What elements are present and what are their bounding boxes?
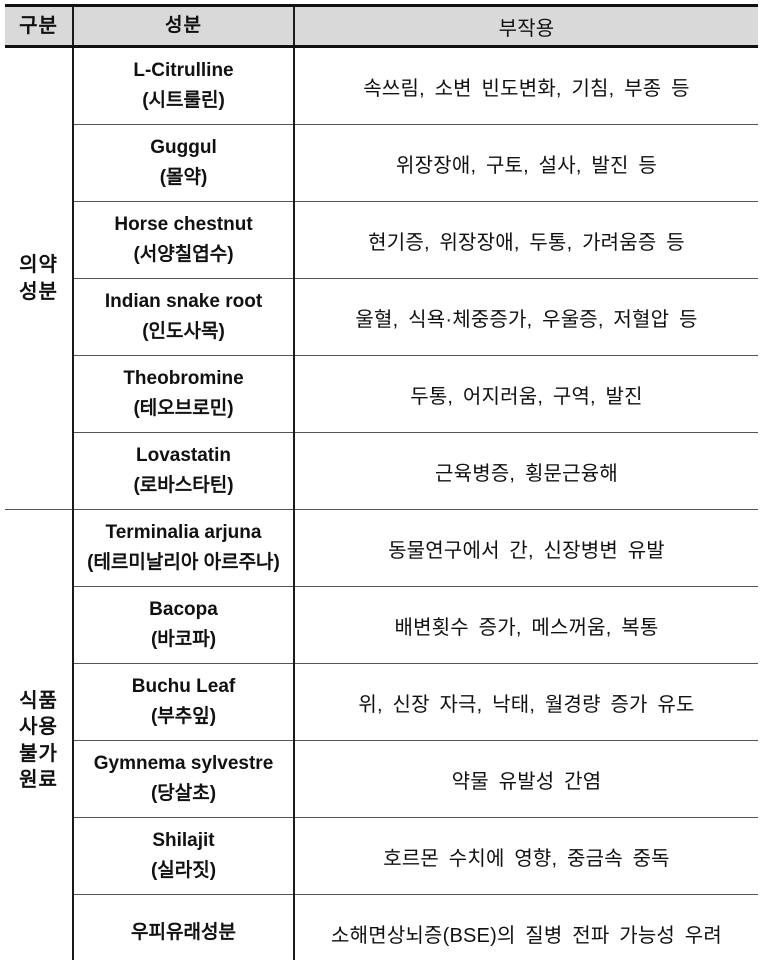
ingredient-cell: 우피유래성분 <box>72 894 295 960</box>
table-row: Horse chestnut (서양칠엽수) 현기증, 위장장애, 두통, 가려… <box>5 201 758 279</box>
side-effect-cell: 호르몬 수치에 영향, 중금속 중독 <box>294 817 758 895</box>
side-effect-cell: 두통, 어지러움, 구역, 발진 <box>294 355 758 433</box>
ingredient-cell: Shilajit (실라짓) <box>72 817 295 895</box>
table-row: Lovastatin (로바스타틴) 근육병증, 횡문근융해 <box>5 432 758 510</box>
table-row: Gymnema sylvestre (당살초) 약물 유발성 간염 <box>5 740 758 818</box>
side-effect-cell: 약물 유발성 간염 <box>294 740 758 818</box>
table-row: Bacopa (바코파) 배변횟수 증가, 메스꺼움, 복통 <box>5 586 758 664</box>
ingredient-cell: Lovastatin (로바스타틴) <box>72 432 295 510</box>
ingredient-cell: L-Citrulline (시트룰린) <box>72 46 295 125</box>
ingredient-cell: Buchu Leaf (부추잎) <box>72 663 295 741</box>
header-cell-category: 구분 <box>5 5 74 48</box>
table-row: Buchu Leaf (부추잎) 위, 신장 자극, 낙태, 월경량 증가 유도 <box>5 663 758 741</box>
ingredient-cell: Guggul (몰약) <box>72 124 295 202</box>
table-row: Theobromine (테오브로민) 두통, 어지러움, 구역, 발진 <box>5 355 758 433</box>
group-cell-food-prohibited: 식품 사용 불가 원료 <box>5 509 74 960</box>
side-effect-cell: 근육병증, 횡문근융해 <box>294 432 758 510</box>
header-cell-side-effect: 부작용 <box>294 5 758 48</box>
header-row: 구분 성분 부작용 <box>5 5 758 48</box>
table-row: 식품 사용 불가 원료 Terminalia arjuna (테르미날리아 아르… <box>5 509 758 960</box>
side-effect-cell: 소해면상뇌증(BSE)의 질병 전파 가능성 우려 <box>294 894 758 960</box>
group-cell-medicinal: 의약 성분 <box>5 46 74 510</box>
side-effect-cell: 속쓰림, 소변 빈도변화, 기침, 부종 등 <box>363 77 690 100</box>
ingredient-cell: Terminalia arjuna (테르미날리아 아르주나) <box>72 509 295 587</box>
table-row: Shilajit (실라짓) 호르몬 수치에 영향, 중금속 중독 <box>5 817 758 895</box>
side-effect-cell: 동물연구에서 간, 신장병변 유발 <box>294 509 758 587</box>
table-row: Guggul (몰약) 위장장애, 구토, 설사, 발진 등 <box>5 124 758 202</box>
side-effect-cell: 현기증, 위장장애, 두통, 가려움증 등 <box>294 201 758 279</box>
side-effect-cell: 배변횟수 증가, 메스꺼움, 복통 <box>294 586 758 664</box>
ingredient-cell: Theobromine (테오브로민) <box>72 355 295 433</box>
ingredient-cell: Indian snake root (인도사목) <box>72 278 295 356</box>
ingredient-side-effect-table: 구분 성분 부작용 의약 성분 L-Citrulline (시트룰린) 속쓰림,… <box>5 4 758 960</box>
side-effect-cell: 위, 신장 자극, 낙태, 월경량 증가 유도 <box>294 663 758 741</box>
ingredient-cell: Gymnema sylvestre (당살초) <box>72 740 295 818</box>
table-row: 의약 성분 L-Citrulline (시트룰린) 속쓰림, 소변 빈도변화, … <box>5 46 758 510</box>
side-effect-cell: 위장장애, 구토, 설사, 발진 등 <box>294 124 758 202</box>
ingredient-cell: Bacopa (바코파) <box>72 586 295 664</box>
table-row: 우피유래성분 소해면상뇌증(BSE)의 질병 전파 가능성 우려 <box>5 894 758 960</box>
header-cell-ingredient: 성분 <box>72 5 295 48</box>
ingredient-cell: Horse chestnut (서양칠엽수) <box>72 201 295 279</box>
table-row: Indian snake root (인도사목) 울혈, 식욕·체중증가, 우울… <box>5 278 758 356</box>
side-effect-cell: 울혈, 식욕·체중증가, 우울증, 저혈압 등 <box>294 278 758 356</box>
